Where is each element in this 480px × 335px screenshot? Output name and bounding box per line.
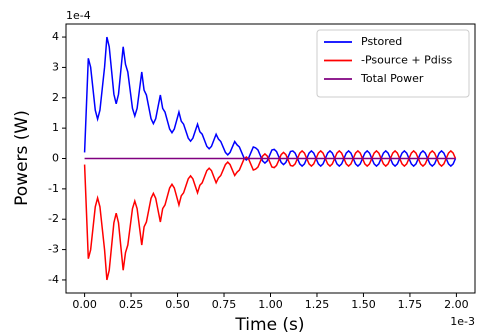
y-tick-label: -4 — [48, 273, 59, 286]
y-tick-label: 1 — [52, 121, 59, 134]
x-tick-label: 1.00 — [258, 298, 283, 311]
legend-label: -Psource + Pdiss — [361, 54, 453, 67]
x-tick-label: 1.75 — [398, 298, 423, 311]
y-axis-label: Powers (W) — [12, 110, 32, 206]
x-offset-label: 1e-3 — [450, 315, 475, 328]
plot-frame — [65, 23, 476, 294]
y-tick-label: 3 — [52, 60, 59, 73]
x-tick-label: 1.25 — [305, 298, 330, 311]
x-tick-label: 0.50 — [165, 298, 190, 311]
legend-label: Total Power — [360, 72, 424, 85]
x-tick-label: 0.25 — [119, 298, 144, 311]
x-axis-label: Time (s) — [234, 315, 304, 335]
y-tick-label: -1 — [48, 182, 59, 195]
y-offset-label: 1e-4 — [66, 9, 91, 22]
series-line — [83, 36, 457, 168]
series-line — [83, 149, 457, 281]
legend-box — [316, 29, 470, 98]
x-tick-label: 1.50 — [351, 298, 376, 311]
legend-label: Pstored — [361, 35, 402, 48]
x-tick-label: 2.00 — [444, 298, 469, 311]
y-tick-label: -3 — [48, 243, 59, 256]
y-tick-label: 4 — [52, 30, 59, 43]
y-tick-label: -2 — [48, 212, 59, 225]
x-tick-label: 0.00 — [72, 298, 97, 311]
y-tick-label: 2 — [52, 91, 59, 104]
y-tick-label: 0 — [52, 152, 59, 165]
x-tick-label: 0.75 — [212, 298, 237, 311]
